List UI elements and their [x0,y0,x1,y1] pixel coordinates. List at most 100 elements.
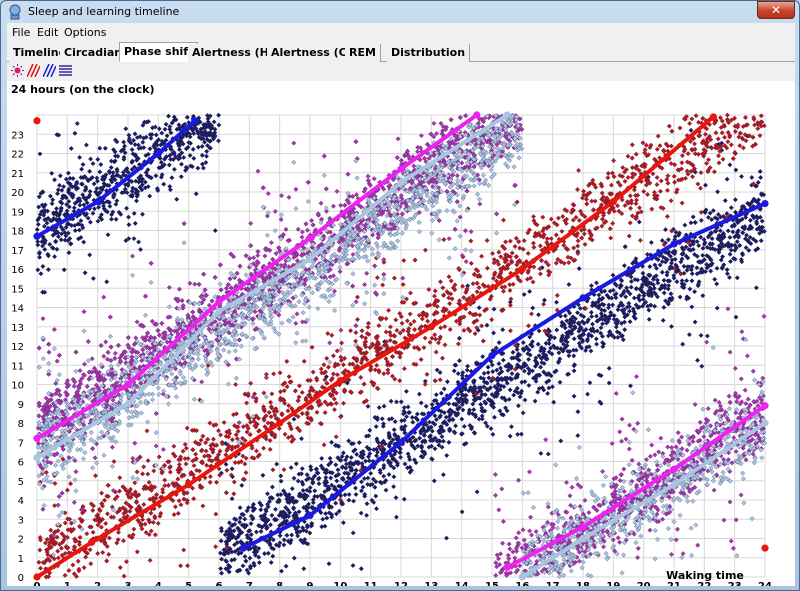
scatter-point [97,145,103,151]
scatter-point [300,488,306,493]
scatter-point [97,169,103,175]
scatter-point [728,142,734,148]
scatter-point [95,551,101,556]
scatter-point [136,239,142,245]
scatter-point [494,367,500,373]
menu-edit[interactable]: Edit [37,26,59,39]
scatter-point [99,490,105,496]
scatter-point [698,332,704,338]
scatter-point [134,549,140,555]
tab-distribution[interactable]: Distribution [387,44,471,62]
scatter-point [516,239,522,245]
tab-rem[interactable]: REM [345,44,381,62]
scatter-point [522,397,528,403]
scatter-point [54,132,60,138]
scatter-point [134,469,140,475]
scatter-point [210,436,216,442]
scatter-point [646,307,652,313]
scatter-point [120,169,126,175]
scatter-point [274,461,280,467]
lines-icon[interactable] [59,64,72,77]
scatter-point [318,366,324,372]
menu-options[interactable]: Options [64,26,107,39]
scatter-point [296,394,302,400]
tab-phase-shift[interactable]: Phase shift [119,42,199,62]
scatter-point [261,445,267,451]
scatter-point [373,493,379,499]
scatter-point [560,214,566,219]
scatter-point [489,317,495,323]
scatter-point [531,244,537,250]
scatter-point [571,393,577,399]
scatter-point [102,145,108,151]
red-hatch-icon[interactable] [27,64,40,77]
scatter-point [126,132,132,138]
scatter-point [664,176,670,182]
scatter-point [554,292,560,298]
scatter-point [295,398,301,404]
tab-circadian[interactable]: Circadian [60,44,128,62]
scatter-point [301,358,307,364]
scatter-point [576,217,582,223]
scatter-point [683,175,689,181]
tab-alertness-c[interactable]: Alertness (C) [267,44,357,62]
scatter-point [702,131,708,137]
scatter-point [334,372,340,378]
tab-alertness-h[interactable]: Alertness (H) [188,44,279,62]
scatter-point [162,126,168,132]
scatter-point [507,433,513,439]
scatter-point [688,220,694,226]
close-button[interactable]: ✕ [757,1,795,19]
scatter-point [479,416,485,422]
scatter-point [530,279,536,285]
scatter-point [358,374,364,380]
scatter-point [207,474,213,480]
menu-file[interactable]: File [12,26,31,39]
phase-shift-plot[interactable]: 0 1 2 3 4 5 6 7 8 9 10 11 12 13 14 15 16 17 18 19 20 21 22 23 24… [7,81,795,586]
tab-timeline[interactable]: Timeline [9,44,72,62]
scatter-point [52,177,58,183]
scatter-point [269,512,275,518]
scatter-point [283,563,289,569]
scatter-point [268,560,274,565]
blue-hatch-icon[interactable] [43,64,56,77]
scatter-point [627,308,632,314]
scatter-point [106,551,112,557]
scatter-point [679,160,685,166]
scatter-point [615,307,621,313]
scatter-point [698,185,703,191]
scatter-point [484,238,490,243]
scatter-point [530,240,536,246]
scatter-point [589,198,595,204]
scatter-point [299,436,304,442]
sun-icon[interactable] [11,64,24,77]
scatter-point [268,522,273,528]
scatter-point [41,223,47,229]
scatter-point [365,320,371,326]
scatter-point [725,139,731,145]
scatter-point [441,237,447,243]
scatter-point [380,282,386,288]
scatter-point [325,331,331,336]
scatter-point [755,126,761,132]
scatter-point [401,496,407,502]
scatter-point [187,134,193,140]
scatter-point [77,154,83,160]
scatter-point [520,410,526,416]
scatter-point [737,242,743,248]
scatter-point [166,113,171,119]
scatter-point [698,170,704,176]
scatter-point [82,270,88,276]
scatter-point [216,122,222,128]
scatter-point [182,456,188,462]
scatter-point [471,407,477,413]
scatter-point [140,471,146,477]
scatter-point [52,481,58,486]
scatter-point [276,426,282,431]
scatter-point [722,198,728,204]
scatter-point [633,201,639,207]
scatter-point [92,206,97,212]
scatter-point [474,289,480,295]
title-bar[interactable]: Sleep and learning timeline ✕ [1,1,799,23]
scatter-point [422,381,428,387]
